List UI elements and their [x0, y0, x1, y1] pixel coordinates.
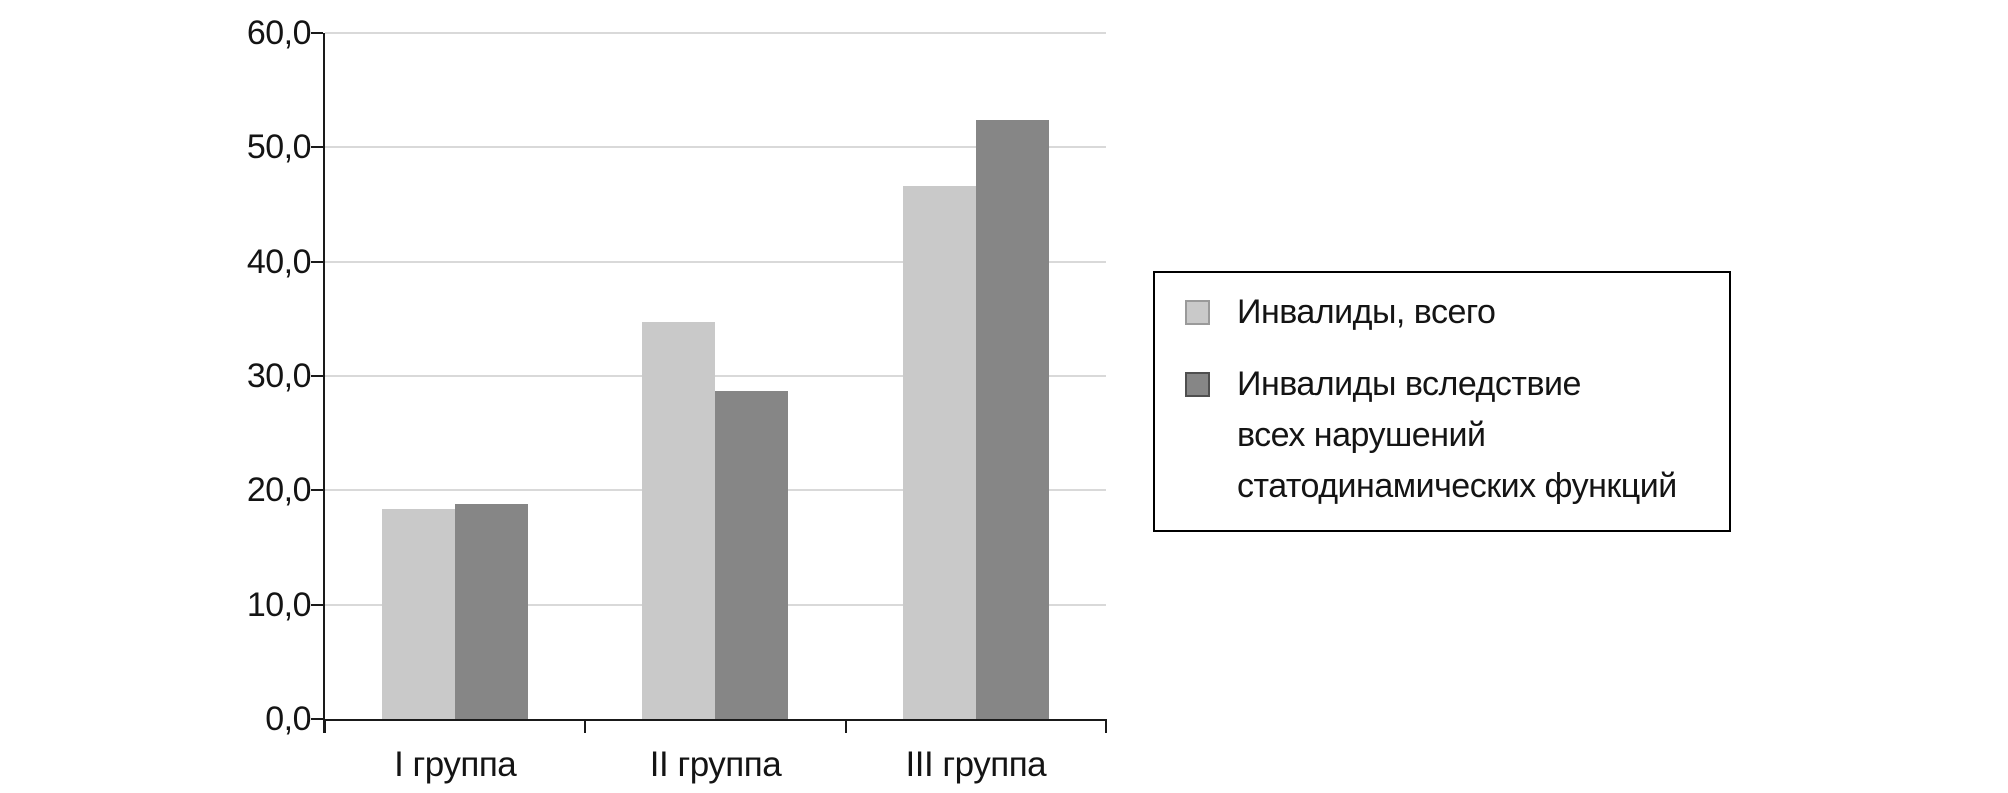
gridline — [325, 375, 1106, 377]
y-tick-label: 20,0 — [246, 471, 312, 510]
bar-group — [846, 33, 1106, 719]
bar-light — [382, 508, 456, 719]
y-tick — [311, 32, 323, 34]
legend: Инвалиды, всего Инвалиды вследствие всех … — [1153, 271, 1731, 532]
bar-dark — [715, 390, 789, 719]
gridline — [325, 146, 1106, 149]
y-tick-label: 0,0 — [265, 700, 311, 738]
legend-swatch — [1185, 300, 1210, 325]
y-tick-label: 30,0 — [246, 357, 312, 395]
y-tick — [311, 603, 323, 606]
y-tick — [311, 260, 323, 263]
y-tick — [311, 489, 323, 492]
bar-dark — [455, 504, 529, 719]
x-category-label: II группа — [649, 745, 782, 784]
x-tick — [844, 719, 847, 733]
y-tick-label: 40,0 — [246, 242, 312, 281]
x-category-label: III группа — [905, 745, 1047, 784]
x-tick — [584, 719, 587, 733]
x-axis-line — [323, 719, 1106, 721]
y-tick — [311, 718, 323, 720]
y-tick — [311, 375, 323, 377]
x-tick — [1105, 719, 1107, 733]
y-tick-label: 10,0 — [246, 585, 312, 624]
gridline — [325, 260, 1106, 263]
bar-dark — [975, 119, 1049, 719]
legend-label: Инвалиды, всего — [1237, 293, 1496, 331]
plot-area: 0,0 10,0 20,0 30,0 40,0 50,0 60,0 I группа II гр… — [247, 14, 1107, 784]
legend-item: Инвалиды вследствие всех нарушений стато… — [1185, 359, 1729, 512]
bar-light — [902, 186, 976, 719]
y-tick — [311, 146, 323, 149]
x-category-label: I группа — [394, 745, 517, 784]
y-tick-label: 50,0 — [246, 128, 312, 167]
bar-group — [585, 33, 845, 719]
bar-light — [642, 322, 716, 719]
legend-swatch — [1185, 372, 1210, 397]
bar-group — [325, 33, 585, 719]
y-tick-label: 60,0 — [246, 14, 312, 52]
y-axis-line — [323, 33, 325, 733]
gridline — [325, 32, 1106, 34]
x-tick — [324, 719, 326, 733]
legend-label: Инвалиды вследствие всех нарушений стато… — [1237, 365, 1677, 505]
legend-item: Инвалиды, всего — [1185, 287, 1729, 338]
